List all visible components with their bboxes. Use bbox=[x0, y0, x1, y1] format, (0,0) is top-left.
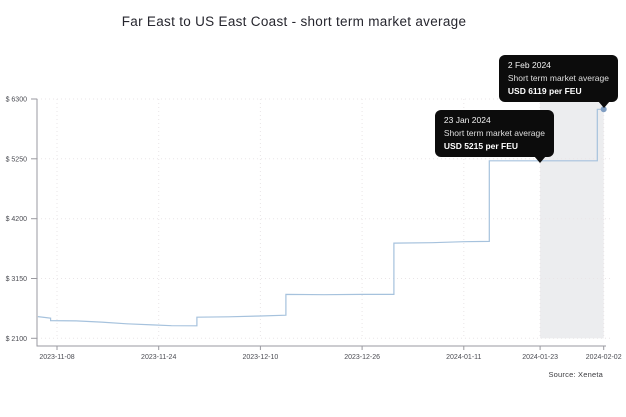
x-tick-label: 2023-11-24 bbox=[141, 354, 176, 361]
y-tick-label: $ 6300 bbox=[6, 97, 28, 104]
y-tick-label: $ 2100 bbox=[6, 336, 28, 343]
tooltip-value: USD 6119 per FEU bbox=[507, 86, 582, 97]
x-tick-label: 2023-11-08 bbox=[39, 354, 74, 361]
tooltip-2-feb-2024: 2 Feb 2024 Short term market average USD… bbox=[498, 55, 618, 109]
chart-title: Far East to US East Coast - short term m… bbox=[121, 14, 467, 29]
y-tick-label: $ 3150 bbox=[6, 276, 28, 283]
x-tick-label: 2024-01-11 bbox=[446, 354, 481, 361]
source-label: Source: Xeneta bbox=[548, 370, 603, 379]
tooltip-series-name: Short term market average bbox=[507, 73, 609, 84]
x-tick-label: 2023-12-26 bbox=[344, 354, 380, 361]
y-tick-label: $ 4200 bbox=[6, 216, 28, 223]
tooltip-23-jan-2024: 23 Jan 2024 Short term market average US… bbox=[434, 110, 554, 164]
x-tick-label: 2024-01-23 bbox=[522, 354, 558, 361]
tooltip-value: USD 5215 per FEU bbox=[443, 141, 519, 152]
x-tick-label: 2023-12-10 bbox=[242, 354, 278, 361]
tooltip-series-name: Short term market average bbox=[443, 128, 545, 139]
axis-line bbox=[36, 99, 606, 347]
tooltip-date: 23 Jan 2024 bbox=[443, 115, 491, 125]
y-tick-label: $ 5250 bbox=[6, 156, 28, 163]
tooltip-date: 2 Feb 2024 bbox=[507, 60, 551, 70]
x-tick-label: 2024-02-02 bbox=[586, 354, 622, 361]
series-line[interactable] bbox=[37, 108, 604, 327]
